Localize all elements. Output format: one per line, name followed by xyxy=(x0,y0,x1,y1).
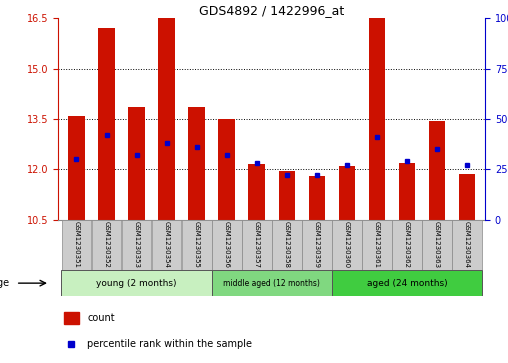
FancyBboxPatch shape xyxy=(302,220,332,270)
Text: GSM1230357: GSM1230357 xyxy=(254,221,260,268)
Text: GSM1230353: GSM1230353 xyxy=(134,221,140,268)
Text: GSM1230358: GSM1230358 xyxy=(284,221,290,268)
Text: GSM1230356: GSM1230356 xyxy=(224,221,230,268)
FancyBboxPatch shape xyxy=(61,220,91,270)
FancyBboxPatch shape xyxy=(182,220,211,270)
FancyBboxPatch shape xyxy=(332,270,482,296)
Bar xyxy=(129,107,145,220)
Title: GDS4892 / 1422996_at: GDS4892 / 1422996_at xyxy=(199,4,344,17)
Bar xyxy=(188,107,205,220)
Bar xyxy=(339,166,355,220)
FancyBboxPatch shape xyxy=(422,220,452,270)
FancyBboxPatch shape xyxy=(61,270,212,296)
FancyBboxPatch shape xyxy=(91,220,121,270)
Bar xyxy=(369,10,385,220)
FancyBboxPatch shape xyxy=(122,220,151,270)
Text: young (2 months): young (2 months) xyxy=(97,279,177,287)
FancyBboxPatch shape xyxy=(452,220,482,270)
Bar xyxy=(218,119,235,220)
Text: age: age xyxy=(0,278,9,288)
Text: percentile rank within the sample: percentile rank within the sample xyxy=(87,339,252,349)
Bar xyxy=(68,115,85,220)
Bar xyxy=(98,28,115,220)
Text: GSM1230354: GSM1230354 xyxy=(164,221,170,268)
FancyBboxPatch shape xyxy=(212,220,242,270)
Bar xyxy=(278,171,295,220)
FancyBboxPatch shape xyxy=(332,220,362,270)
Text: aged (24 months): aged (24 months) xyxy=(367,279,448,287)
Bar xyxy=(158,18,175,220)
Text: middle aged (12 months): middle aged (12 months) xyxy=(224,279,320,287)
Text: GSM1230360: GSM1230360 xyxy=(344,221,350,268)
Text: GSM1230363: GSM1230363 xyxy=(434,221,440,268)
Bar xyxy=(248,164,265,220)
Bar xyxy=(459,174,475,220)
Text: GSM1230359: GSM1230359 xyxy=(314,221,320,268)
Text: GSM1230352: GSM1230352 xyxy=(104,221,110,268)
Text: GSM1230362: GSM1230362 xyxy=(404,221,410,268)
FancyBboxPatch shape xyxy=(362,220,392,270)
FancyBboxPatch shape xyxy=(212,270,332,296)
Bar xyxy=(429,121,446,220)
FancyBboxPatch shape xyxy=(392,220,422,270)
Text: GSM1230355: GSM1230355 xyxy=(194,221,200,268)
Text: GSM1230351: GSM1230351 xyxy=(74,221,79,268)
Text: GSM1230361: GSM1230361 xyxy=(374,221,380,268)
Text: count: count xyxy=(87,313,115,323)
Text: GSM1230364: GSM1230364 xyxy=(464,221,470,268)
Bar xyxy=(64,312,79,325)
FancyBboxPatch shape xyxy=(242,220,272,270)
FancyBboxPatch shape xyxy=(272,220,302,270)
Bar xyxy=(308,176,325,220)
Bar xyxy=(399,163,415,220)
FancyBboxPatch shape xyxy=(152,220,181,270)
